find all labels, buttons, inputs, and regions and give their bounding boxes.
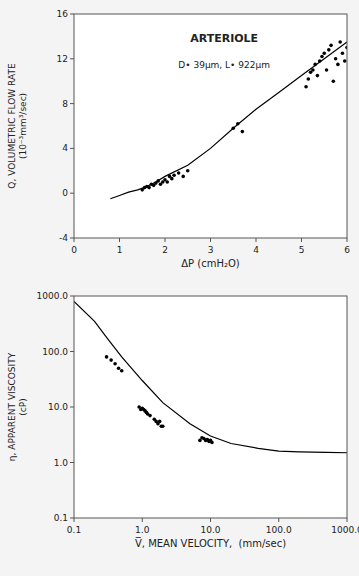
point [158,420,162,424]
x-tick [210,518,211,522]
x-tick-label: 2 [162,245,168,255]
plot-frame [74,296,347,518]
x-tick [301,238,302,242]
y-tick [70,518,74,519]
y-tick [70,193,74,194]
y-tick-label: 12 [57,54,68,64]
fit-line [74,301,347,452]
point [120,369,124,373]
plot-area [74,14,347,238]
point [338,40,342,44]
x-tick-label: 100.0 [266,525,292,535]
x-tick [347,238,348,242]
point [241,130,245,134]
point [329,44,333,48]
y-axis-label-line: η, APPARENT VISCOSITY [7,352,17,461]
x-tick-label: 0.1 [67,525,81,535]
y-tick [70,148,74,149]
x-tick [210,238,211,242]
point [165,180,169,184]
point [161,424,165,428]
x-tick [347,518,348,522]
x-tick-label: 10.0 [200,525,220,535]
y-axis-label: Q, VOLUMETRIC FLOW RATE(10⁻³mm³/sec) [7,63,28,189]
point [336,63,340,67]
x-tick [119,238,120,242]
y-tick [70,58,74,59]
x-tick-label: 0 [71,245,77,255]
point [105,355,109,359]
point [307,77,311,81]
x-tick-label: 1.0 [135,525,150,535]
chart-root: 0123456-40481216ARTERIOLED• 39μm, L• 922… [0,0,359,576]
point [332,79,336,83]
x-tick [74,518,75,522]
x-tick-label: 4 [253,245,259,255]
x-tick-label: 3 [208,245,214,255]
point [334,57,338,61]
point [304,85,308,89]
plot-frame [74,14,347,238]
plot-marks [110,40,347,199]
plot-marks [74,301,347,452]
subtitle: D• 39μm, L• 922μm [178,60,270,70]
y-axis-label-line: (10⁻³mm³/sec) [18,93,28,159]
y-tick [70,351,74,352]
point [113,362,117,366]
point [343,59,347,63]
y-axis-label-line: (cP) [18,398,28,415]
y-tick [70,14,74,15]
point [210,441,214,445]
point [320,55,324,59]
fit-line [110,42,347,199]
y-tick [70,238,74,239]
y-tick-label: 0.1 [54,513,68,523]
y-tick-label: 8 [62,99,68,109]
y-tick-label: 10.0 [48,402,68,412]
y-tick-label: 16 [57,9,69,19]
y-tick [70,462,74,463]
point [170,177,174,181]
x-tick [165,238,166,242]
y-axis-label: η, APPARENT VISCOSITY(cP) [7,352,28,461]
x-tick [74,238,75,242]
point [117,366,121,370]
point [148,414,152,418]
x-tick-label: 1000.0 [331,525,359,535]
y-tick-label: 100.0 [42,347,68,357]
title: ARTERIOLE [190,32,258,45]
point [327,48,331,52]
point [172,173,176,177]
x-tick-label: 5 [299,245,305,255]
y-tick-label: 0 [62,188,68,198]
point [109,358,113,362]
point [341,51,345,55]
y-tick [70,296,74,297]
x-tick-label: 1 [117,245,123,255]
x-tick [278,518,279,522]
y-axis-label-line: Q, VOLUMETRIC FLOW RATE [7,63,17,189]
point [322,51,326,55]
point [181,175,185,179]
x-axis-label: ΔP (cmH₂O) [181,258,240,269]
y-tick [70,103,74,104]
x-tick [256,238,257,242]
x-axis-label: V̅, MEAN VELOCITY, (mm/sec) [135,537,286,549]
y-tick [70,407,74,408]
plot-area [74,296,347,518]
point [177,171,181,175]
y-tick-label: 1000.0 [37,291,69,301]
point [186,169,190,173]
point [316,74,320,78]
x-tick-label: 6 [344,245,350,255]
point [325,68,329,72]
x-tick [142,518,143,522]
y-tick-label: -4 [59,233,68,243]
y-tick-label: 1.0 [54,458,69,468]
y-tick-label: 4 [62,143,68,153]
